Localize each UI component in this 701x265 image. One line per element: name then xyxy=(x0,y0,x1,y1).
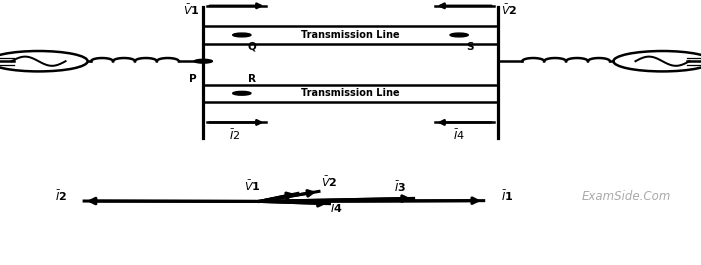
Text: $\bar{V}$1: $\bar{V}$1 xyxy=(244,179,261,193)
Text: ExamSide.Com: ExamSide.Com xyxy=(582,189,671,203)
Text: S: S xyxy=(466,42,473,52)
Text: $\bar{V}$1: $\bar{V}$1 xyxy=(183,2,200,17)
Circle shape xyxy=(233,33,251,37)
Text: R: R xyxy=(248,74,257,84)
Circle shape xyxy=(194,59,212,63)
Text: $\bar{I}$4: $\bar{I}$4 xyxy=(330,201,343,215)
Text: $\bar{I}$4: $\bar{I}$4 xyxy=(454,128,465,142)
Text: $\bar{I}$3: $\bar{I}$3 xyxy=(393,180,406,194)
Text: $\bar{V}$2: $\bar{V}$2 xyxy=(501,2,517,17)
Text: Q: Q xyxy=(248,42,257,52)
Text: $\bar{I}$2: $\bar{I}$2 xyxy=(55,189,67,203)
Text: $\bar{V}$2: $\bar{V}$2 xyxy=(321,175,338,189)
Text: Transmission Line: Transmission Line xyxy=(301,88,400,98)
Circle shape xyxy=(233,91,251,95)
Text: Transmission Line: Transmission Line xyxy=(301,30,400,40)
Text: P: P xyxy=(189,74,196,84)
Circle shape xyxy=(450,33,468,37)
Text: $\bar{I}$2: $\bar{I}$2 xyxy=(229,128,240,142)
Text: $\bar{I}$1: $\bar{I}$1 xyxy=(501,188,514,203)
